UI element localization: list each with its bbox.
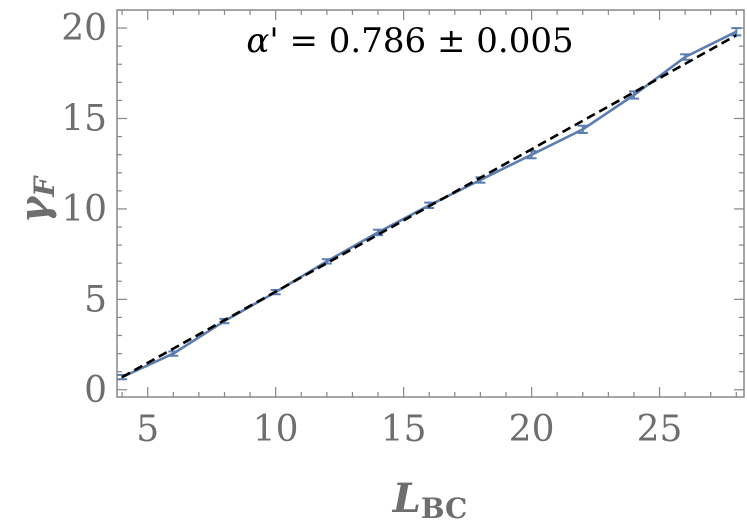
error-bar <box>577 124 588 134</box>
x-axis-label-main: L <box>392 475 421 522</box>
error-bar <box>168 350 179 357</box>
x-axis-label: LBC <box>392 475 468 525</box>
x-tick-label: 10 <box>253 409 299 450</box>
y-tick-label: 5 <box>84 279 107 320</box>
annotation-pm: ± <box>437 21 466 61</box>
y-tick-label: 0 <box>84 370 107 411</box>
x-tick-label: 15 <box>381 409 427 450</box>
x-tick-label: 20 <box>509 409 555 450</box>
fit-line-layer <box>121 34 737 379</box>
annotation-error: 0.005 <box>476 21 573 61</box>
x-tick-label: 25 <box>637 409 683 450</box>
error-bar <box>321 258 332 265</box>
annotation-value: 0.786 <box>329 21 426 61</box>
axis-ticks <box>117 9 744 397</box>
y-tick-label: 10 <box>61 189 107 230</box>
y-axis-label-sub: F <box>28 175 61 198</box>
plot-frame <box>116 9 745 398</box>
y-axis-label-main: γ <box>11 195 58 223</box>
x-axis-label-sub: BC <box>421 492 467 525</box>
y-tick-label: 15 <box>61 99 107 140</box>
annotation-symbol: α' <box>246 21 278 61</box>
fit-line <box>121 34 737 379</box>
y-tick-label: 20 <box>61 8 107 49</box>
error-bar <box>373 228 384 237</box>
error-bar <box>680 53 691 61</box>
y-axis-label: γF <box>11 175 61 223</box>
x-tick-label: 5 <box>136 409 159 450</box>
fit-annotation: α' = 0.786 ± 0.005 <box>246 21 573 61</box>
